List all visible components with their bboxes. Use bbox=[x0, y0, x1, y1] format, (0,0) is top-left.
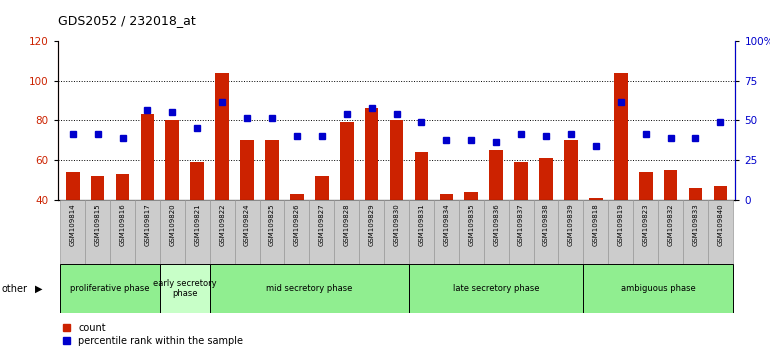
Text: GSM109817: GSM109817 bbox=[145, 203, 150, 246]
Bar bbox=[484, 200, 509, 264]
Bar bbox=[639, 172, 652, 280]
Bar bbox=[235, 200, 259, 264]
Text: GSM109831: GSM109831 bbox=[418, 203, 424, 246]
Bar bbox=[658, 200, 683, 264]
Bar bbox=[340, 122, 353, 280]
Text: GSM109820: GSM109820 bbox=[169, 203, 176, 246]
Bar bbox=[265, 140, 279, 280]
Bar bbox=[434, 200, 459, 264]
Bar bbox=[160, 264, 209, 313]
Bar bbox=[315, 176, 329, 280]
Bar bbox=[558, 200, 584, 264]
Text: GSM109830: GSM109830 bbox=[393, 203, 400, 246]
Bar bbox=[584, 264, 733, 313]
Bar bbox=[160, 200, 185, 264]
Text: GSM109823: GSM109823 bbox=[643, 203, 648, 246]
Bar bbox=[240, 140, 254, 280]
Bar bbox=[664, 170, 678, 280]
Bar bbox=[85, 200, 110, 264]
Text: GSM109816: GSM109816 bbox=[119, 203, 126, 246]
Text: GSM109833: GSM109833 bbox=[692, 203, 698, 246]
Bar bbox=[584, 200, 608, 264]
Text: GSM109819: GSM109819 bbox=[618, 203, 624, 246]
Bar bbox=[539, 158, 553, 280]
Bar bbox=[409, 264, 584, 313]
Bar bbox=[259, 200, 284, 264]
Text: GSM109818: GSM109818 bbox=[593, 203, 599, 246]
Bar bbox=[589, 198, 603, 280]
Text: GSM109837: GSM109837 bbox=[518, 203, 524, 246]
Text: GSM109826: GSM109826 bbox=[294, 203, 300, 246]
Bar bbox=[683, 200, 708, 264]
Bar bbox=[608, 200, 633, 264]
Text: late secretory phase: late secretory phase bbox=[453, 284, 540, 293]
Text: early secretory
phase: early secretory phase bbox=[153, 279, 216, 298]
Text: GSM109822: GSM109822 bbox=[219, 203, 225, 246]
Text: GSM109821: GSM109821 bbox=[194, 203, 200, 246]
Bar bbox=[714, 186, 727, 280]
Bar bbox=[190, 162, 204, 280]
Bar bbox=[384, 200, 409, 264]
Bar bbox=[135, 200, 160, 264]
Bar bbox=[359, 200, 384, 264]
Text: GSM109828: GSM109828 bbox=[343, 203, 350, 246]
Text: GSM109836: GSM109836 bbox=[494, 203, 499, 246]
Bar bbox=[459, 200, 484, 264]
Bar bbox=[464, 192, 478, 280]
Bar bbox=[209, 200, 235, 264]
Text: ▶: ▶ bbox=[35, 284, 43, 293]
Text: mid secretory phase: mid secretory phase bbox=[266, 284, 353, 293]
Text: GSM109839: GSM109839 bbox=[568, 203, 574, 246]
Bar bbox=[60, 264, 160, 313]
Text: GSM109815: GSM109815 bbox=[95, 203, 101, 246]
Bar bbox=[514, 162, 528, 280]
Text: GDS2052 / 232018_at: GDS2052 / 232018_at bbox=[58, 14, 196, 27]
Text: ambiguous phase: ambiguous phase bbox=[621, 284, 695, 293]
Bar bbox=[414, 152, 428, 280]
Bar bbox=[166, 120, 179, 280]
Bar bbox=[216, 73, 229, 280]
Bar bbox=[116, 174, 129, 280]
Text: GSM109827: GSM109827 bbox=[319, 203, 325, 246]
Text: other: other bbox=[2, 284, 28, 293]
Bar bbox=[440, 194, 454, 280]
Text: GSM109814: GSM109814 bbox=[70, 203, 75, 246]
Bar bbox=[633, 200, 658, 264]
Bar bbox=[185, 200, 209, 264]
Text: GSM109838: GSM109838 bbox=[543, 203, 549, 246]
Bar bbox=[409, 200, 434, 264]
Bar bbox=[66, 172, 79, 280]
Bar bbox=[310, 200, 334, 264]
Text: GSM109835: GSM109835 bbox=[468, 203, 474, 246]
Bar bbox=[708, 200, 733, 264]
Legend: count, percentile rank within the sample: count, percentile rank within the sample bbox=[62, 323, 243, 346]
Text: GSM109824: GSM109824 bbox=[244, 203, 250, 246]
Bar bbox=[141, 114, 154, 280]
Bar bbox=[564, 140, 578, 280]
Bar bbox=[365, 108, 379, 280]
Bar bbox=[688, 188, 702, 280]
Bar bbox=[509, 200, 534, 264]
Text: GSM109834: GSM109834 bbox=[444, 203, 450, 246]
Bar bbox=[60, 200, 85, 264]
Text: GSM109840: GSM109840 bbox=[718, 203, 723, 246]
Bar bbox=[91, 176, 105, 280]
Bar bbox=[209, 264, 409, 313]
Bar bbox=[614, 73, 628, 280]
Text: GSM109829: GSM109829 bbox=[369, 203, 375, 246]
Bar bbox=[290, 194, 303, 280]
Bar bbox=[334, 200, 359, 264]
Bar bbox=[490, 150, 503, 280]
Bar bbox=[110, 200, 135, 264]
Bar bbox=[534, 200, 558, 264]
Bar bbox=[390, 120, 403, 280]
Text: proliferative phase: proliferative phase bbox=[70, 284, 150, 293]
Text: GSM109832: GSM109832 bbox=[668, 203, 674, 246]
Text: GSM109825: GSM109825 bbox=[269, 203, 275, 246]
Bar bbox=[284, 200, 310, 264]
